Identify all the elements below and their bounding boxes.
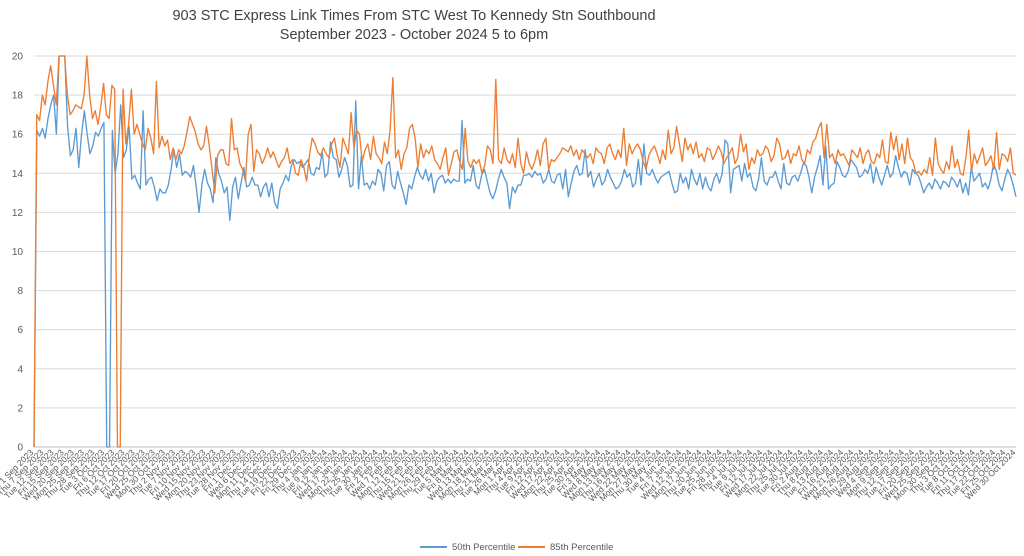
chart-subtitle: September 2023 - October 2024 5 to 6pm [280, 27, 548, 43]
y-tick-label: 16 [12, 130, 24, 141]
y-tick-label: 10 [12, 247, 24, 258]
y-tick-label: 18 [12, 91, 24, 102]
y-tick-label: 14 [12, 169, 24, 180]
y-tick-label: 6 [17, 325, 23, 336]
series-lines [33, 55, 1017, 448]
y-axis-ticks: 0 2 4 6 8 10 12 14 16 18 20 [12, 52, 24, 454]
legend: 50th Percentile 85th Percentile [420, 542, 613, 553]
y-tick-label: 20 [12, 52, 24, 63]
y-tick-label: 0 [17, 443, 23, 454]
series-line-85th-percentile [33, 55, 1017, 448]
chart-title: 903 STC Express Link Times From STC West… [172, 8, 655, 24]
series-line-50th-percentile [33, 55, 1017, 448]
y-tick-label: 2 [17, 403, 23, 414]
y-tick-label: 8 [17, 286, 23, 297]
y-tick-label: 12 [12, 208, 24, 219]
gridlines [34, 55, 1016, 448]
y-tick-label: 4 [17, 364, 23, 375]
legend-label-85th-percentile: 85th Percentile [550, 542, 613, 553]
legend-label-50th-percentile: 50th Percentile [452, 542, 515, 553]
